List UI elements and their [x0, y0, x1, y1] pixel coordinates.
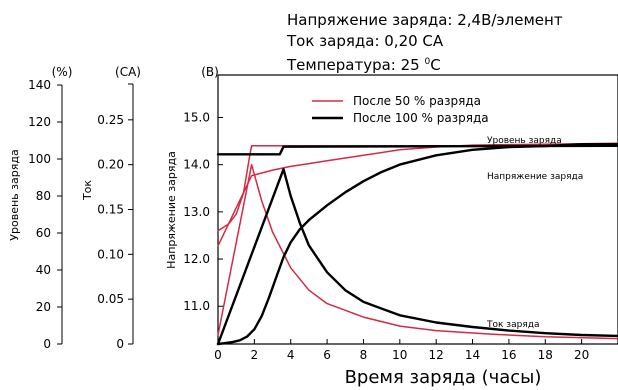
legend-label-50: После 50 % разряда — [353, 94, 481, 108]
charge-tick-label: 100 — [28, 152, 51, 166]
x-tick-label: 4 — [287, 348, 295, 362]
charge-tick-label: 60 — [36, 226, 51, 240]
x-tick-label: 8 — [360, 348, 368, 362]
series-line-50-charge — [217, 142, 618, 247]
voltage-tick-label: 14.0 — [183, 158, 210, 172]
x-tick-label: 14 — [465, 348, 480, 362]
x-tick-label: 2 — [251, 348, 259, 362]
series-line-100-voltage — [216, 144, 618, 156]
x-axis-label: Время заряда (часы) — [345, 367, 542, 388]
condition-current: Ток заряда: 0,20 СА — [287, 32, 444, 50]
charge-tick-label: 80 — [36, 189, 51, 203]
x-tick-label: 20 — [574, 348, 589, 362]
current-tick-label: 0.20 — [97, 158, 124, 172]
voltage-tick-label: 15.0 — [183, 110, 210, 124]
legend-label-100: После 100 % разряда — [353, 111, 489, 125]
current-axis-unit: (СА) — [115, 65, 141, 79]
current-tick-label: 0.25 — [97, 113, 124, 127]
charge-tick-label: 0 — [43, 337, 51, 351]
current-tick-label: 0.05 — [97, 292, 124, 306]
x-tick-label: 6 — [323, 348, 331, 362]
charge-tick-label: 40 — [36, 263, 51, 277]
voltage-axis-label: Напряжение заряда — [165, 151, 178, 269]
voltage-axis-unit: (В) — [201, 65, 219, 79]
condition-temperature: Температура: 25 0С — [287, 56, 441, 74]
charge-tick-label: 20 — [36, 300, 51, 314]
series-line-50-current — [217, 163, 618, 340]
x-tick-label: 18 — [538, 348, 553, 362]
series-line-100-current — [216, 168, 618, 346]
plot-frame — [217, 74, 618, 345]
current-axis-label: Ток — [81, 180, 94, 201]
x-tick-label: 12 — [429, 348, 444, 362]
condition-voltage: Напряжение заряда: 2,4В/элемент — [287, 11, 563, 29]
charge-tick-label: 120 — [28, 115, 51, 129]
series-line-100-charge — [216, 143, 618, 346]
voltage-tick-label: 12.0 — [183, 252, 210, 266]
current-tick-label: 0 — [116, 337, 124, 351]
series-line-50-voltage — [217, 145, 618, 232]
voltage-tick-label: 13.0 — [183, 205, 210, 219]
annotation-charge-current: Ток заряда — [486, 320, 539, 330]
x-tick-label: 10 — [392, 348, 407, 362]
charge-axis-unit: (%) — [52, 65, 73, 79]
charge-axis-label: Уровень заряда — [8, 149, 21, 240]
charge-tick-label: 140 — [28, 78, 51, 92]
x-tick-label: 0 — [214, 348, 222, 362]
annotation-charge-voltage: Напряжение заряда — [487, 172, 583, 182]
current-tick-label: 0.10 — [97, 247, 124, 261]
current-tick-label: 0.15 — [97, 203, 124, 217]
voltage-tick-label: 11.0 — [183, 299, 210, 313]
annotation-charge-level: Уровень заряда — [487, 136, 562, 146]
x-tick-label: 16 — [501, 348, 516, 362]
